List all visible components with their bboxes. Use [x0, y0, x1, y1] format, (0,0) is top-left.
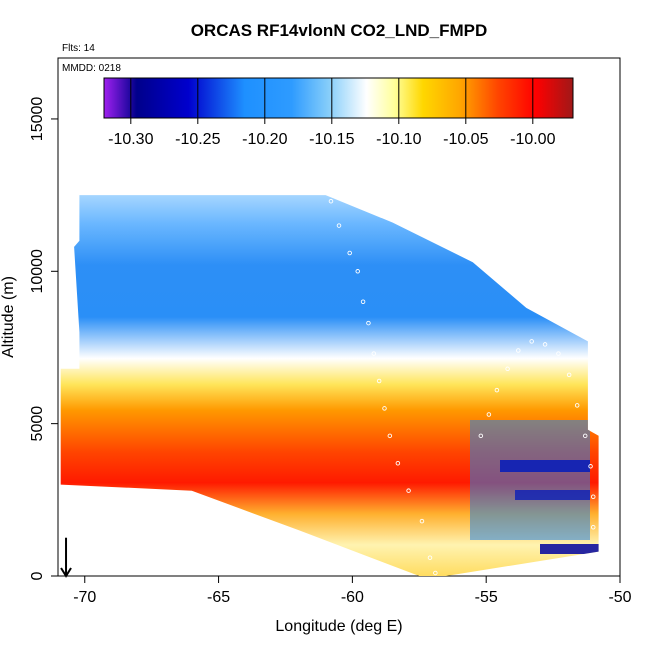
heatmap-east-dark-band	[500, 460, 590, 472]
flight-track-point	[590, 494, 596, 500]
y-axis: 0 5000 10000 15000	[29, 97, 58, 580]
flight-track-point	[478, 433, 484, 439]
y-tick-label: 10000	[29, 249, 46, 294]
colorbar	[103, 77, 574, 119]
flight-track-point	[355, 269, 360, 274]
flight-track-point	[387, 433, 393, 439]
flight-track-point	[542, 342, 548, 347]
flight-track-point	[486, 412, 492, 417]
heatmap-east-blue-patch	[470, 420, 590, 540]
colorbar-tick-label: -10.20	[242, 131, 287, 148]
arrow-marker	[60, 537, 72, 578]
flight-track-point	[529, 339, 534, 344]
flight-track-point	[395, 461, 401, 466]
y-tick-label: 15000	[29, 97, 46, 142]
arrow-head	[60, 567, 72, 578]
y-axis-label: Altitude (m)	[0, 276, 17, 358]
y-tick-label: 5000	[29, 406, 46, 442]
flights-annotation: Flts: 14	[62, 43, 95, 54]
flight-track-point	[382, 406, 387, 411]
flight-track-point	[427, 555, 433, 560]
y-tick-label: 0	[29, 571, 46, 580]
colorbar-tick-label: -10.30	[108, 131, 153, 148]
heatmap-east-dark-band-3	[540, 544, 599, 554]
flight-track-point	[516, 348, 521, 353]
x-axis: -70 -65 -60 -55 -50	[73, 576, 632, 606]
x-tick-label: -55	[475, 589, 498, 606]
flight-track-point	[588, 464, 593, 469]
flight-track-point	[371, 351, 377, 356]
colorbar-tick-label: -10.10	[376, 131, 421, 148]
colorbar-tick-label: -10.05	[443, 131, 488, 148]
colorbar-tick-label: -10.25	[175, 131, 220, 148]
flight-track-point	[556, 351, 561, 356]
flight-track-point	[505, 366, 510, 372]
flight-track-point	[593, 558, 599, 564]
plot-frame	[57, 57, 621, 577]
flight-track-point	[582, 433, 588, 439]
x-tick-label: -60	[341, 589, 364, 606]
colorbar-tick-label: -10.00	[510, 131, 555, 148]
flight-track-point	[574, 403, 580, 408]
flight-track-point	[328, 198, 334, 204]
x-tick-label: -65	[207, 589, 230, 606]
flight-track-point	[406, 488, 411, 493]
x-tick-label: -70	[73, 589, 96, 606]
flight-track-point	[494, 387, 500, 393]
heatmap-east-dark-band-2	[515, 490, 590, 500]
flight-track-point	[419, 518, 425, 524]
flight-track-point	[376, 378, 382, 384]
flight-track-point	[366, 320, 371, 326]
flight-track	[328, 198, 599, 576]
flight-track-point	[336, 223, 342, 228]
flight-track-point	[360, 299, 366, 305]
x-tick-label: -50	[608, 589, 631, 606]
chart-title: ORCAS RF14vlonN CO2_LND_FMPD	[191, 21, 488, 40]
x-axis-label: Longitude (deg E)	[275, 618, 402, 635]
colorbar-ticks: -10.30 -10.25 -10.20 -10.15 -10.10 -10.05 -10.…	[108, 78, 556, 148]
flight-track-point	[566, 372, 572, 378]
mmdd-annotation: MMDD: 0218	[62, 63, 121, 74]
colorbar-tick-label: -10.15	[309, 131, 354, 148]
flight-track-point	[433, 570, 438, 576]
flight-track-point	[590, 524, 596, 530]
flight-track-point	[347, 250, 352, 256]
